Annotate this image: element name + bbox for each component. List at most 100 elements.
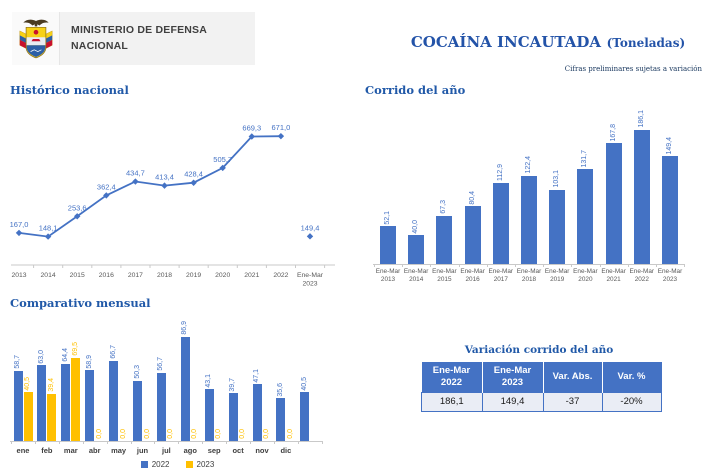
month-label-ago: ago — [183, 446, 197, 455]
table-header-row: Ene-Mar 2022 Ene-Mar 2023 Var. Abs. Var.… — [421, 362, 662, 393]
x-axis-label: 2017 — [128, 272, 143, 279]
bar-value-label: 40,5 — [300, 376, 308, 391]
bar-zero-label: 0,0 — [191, 429, 199, 439]
axis-tick — [273, 441, 275, 444]
x-axis-label: 2022 — [273, 272, 288, 279]
bar-2023-feb — [47, 393, 57, 441]
month-label-sep: sep — [207, 446, 221, 455]
point-label: 669,3 — [242, 123, 261, 132]
table-header-ene-mar-2022: Ene-Mar 2022 — [421, 362, 483, 393]
x-axis-label: Ene-Mar 2018 — [516, 268, 542, 283]
point-label: 167,0 — [10, 220, 29, 229]
bar-value-label: 112,9 — [496, 163, 504, 181]
legend-label-2022: 2022 — [151, 460, 170, 469]
bar-Ene-Mar-2015 — [436, 215, 453, 264]
bar-value-label: 86,9 — [181, 321, 189, 335]
x-axis-label: Ene-Mar 2019 — [544, 268, 570, 283]
bar-Ene-Mar-2020 — [577, 169, 594, 264]
bar-value-label: 64,4 — [61, 348, 69, 362]
axis-tick — [297, 441, 299, 444]
bar-Ene-Mar-2019 — [549, 189, 566, 264]
legend-swatch-2023 — [185, 461, 193, 468]
bar-Ene-Mar-2023 — [662, 156, 678, 264]
bar-2022-jul — [156, 372, 166, 441]
x-axis-label: Ene-Mar 2023 — [657, 268, 683, 283]
section-title-corrido: Corrido del año — [365, 83, 466, 97]
month-label-ene: ene — [16, 446, 30, 455]
bar-value-label: 63,0 — [37, 349, 45, 364]
bar-value-label: 52,1 — [384, 210, 391, 225]
colombia-coat-of-arms-icon — [19, 19, 52, 58]
x-axis — [10, 441, 322, 442]
x-axis-label: Ene-Mar 2022 — [629, 268, 655, 283]
bar-zero-label: 0,0 — [95, 429, 103, 439]
x-axis-label: Ene-Mar 2016 — [460, 268, 485, 283]
cell-2023-value: 149,4 — [481, 391, 544, 412]
cell-var-pct: -20% — [601, 391, 662, 412]
table-header-ene-mar-2023: Ene-Mar 2023 — [482, 362, 544, 393]
point-2021 — [248, 133, 255, 140]
axis-tick — [655, 264, 657, 267]
x-axis-label: 2018 — [157, 272, 172, 279]
bar-value-label: 58,7 — [14, 354, 21, 369]
historico-line-chart: 167,0 148,1 253,6 362,4 434,7 413,4 428,4 505,7… — [10, 100, 350, 290]
page-title-unit: (Toneladas) — [606, 36, 686, 50]
x-axis-label: Ene-Mar — [297, 272, 324, 279]
point-2015 — [74, 213, 81, 220]
bar-2023-mar — [71, 357, 81, 441]
table-row: 186,1 149,4 -37 -20% — [421, 391, 662, 412]
chart-legend: 2022 2023 — [10, 460, 345, 469]
point-2016 — [103, 192, 110, 199]
bar-Ene-Mar-2021 — [605, 143, 622, 264]
bar-value-label: 103,1 — [553, 170, 561, 188]
disclaimer-note: Cifras preliminares sujetas a variación — [564, 65, 702, 73]
x-axis-label: 2016 — [99, 272, 114, 279]
bar-value-label: 35,6 — [276, 382, 284, 397]
table-header-var-abs: Var. Abs. — [543, 362, 603, 393]
axis-tick — [684, 264, 686, 267]
axis-tick — [106, 441, 108, 444]
bar-Ene-Mar-2022 — [633, 130, 650, 264]
bar-zero-label: 0,0 — [239, 429, 247, 439]
x-axis — [373, 264, 685, 265]
axis-tick — [430, 264, 432, 267]
axis-tick — [82, 441, 84, 444]
month-label-abr: abr — [88, 446, 101, 455]
axis-tick — [543, 264, 545, 267]
month-label-jun: jun — [136, 446, 149, 455]
month-label-nov: nov — [255, 446, 269, 455]
point-label: 148,1 — [39, 224, 58, 233]
point-2018 — [161, 182, 168, 189]
axis-tick — [599, 264, 601, 267]
month-label-mar: mar — [63, 446, 78, 455]
comparativo-bar-chart: 58,7 40,5 ene 63,0 39,4 feb 64,4 69,5 mar 58,9 0,0… — [10, 310, 345, 476]
bar-2022-abr — [85, 370, 95, 441]
axis-tick — [373, 264, 375, 267]
point-label: 434,7 — [126, 169, 145, 178]
section-title-comparativo: Comparativo mensual — [10, 296, 151, 310]
point-label: 505,7 — [213, 155, 232, 164]
bar-Ene-Mar-2018 — [521, 175, 537, 264]
bar-2023-ene — [23, 392, 33, 441]
bar-2022-sep — [204, 389, 214, 441]
x-axis-label: Ene-Mar 2021 — [601, 268, 626, 283]
point-2017 — [132, 178, 139, 185]
bar-2022-may — [109, 360, 119, 441]
legend-swatch-2022 — [140, 461, 148, 468]
x-axis-label: 2020 — [215, 272, 230, 279]
bar-Ene-Mar-2017 — [492, 182, 509, 264]
bar-2022-jun — [133, 380, 142, 441]
point-label: 413,4 — [155, 173, 174, 182]
x-axis-label: Ene-Mar 2020 — [573, 268, 598, 283]
axis-tick — [627, 264, 629, 267]
axis-tick — [34, 441, 36, 444]
corrido-bar-chart: 52,1 Ene-Mar 2013 40,0 Ene-Mar 2014 67,3 Ene-Ma… — [365, 100, 700, 300]
bar-zero-label: 0,0 — [167, 429, 175, 439]
section-title-historico: Histórico nacional — [10, 83, 129, 97]
bar-value-label: 40,5 — [24, 376, 31, 391]
legend-item-2022: 2022 — [140, 460, 170, 469]
bar-value-label: 39,7 — [229, 377, 237, 392]
bar-value-label: 56,7 — [157, 357, 165, 371]
point-2022 — [277, 132, 285, 140]
bar-value-label: 131,7 — [581, 149, 589, 168]
